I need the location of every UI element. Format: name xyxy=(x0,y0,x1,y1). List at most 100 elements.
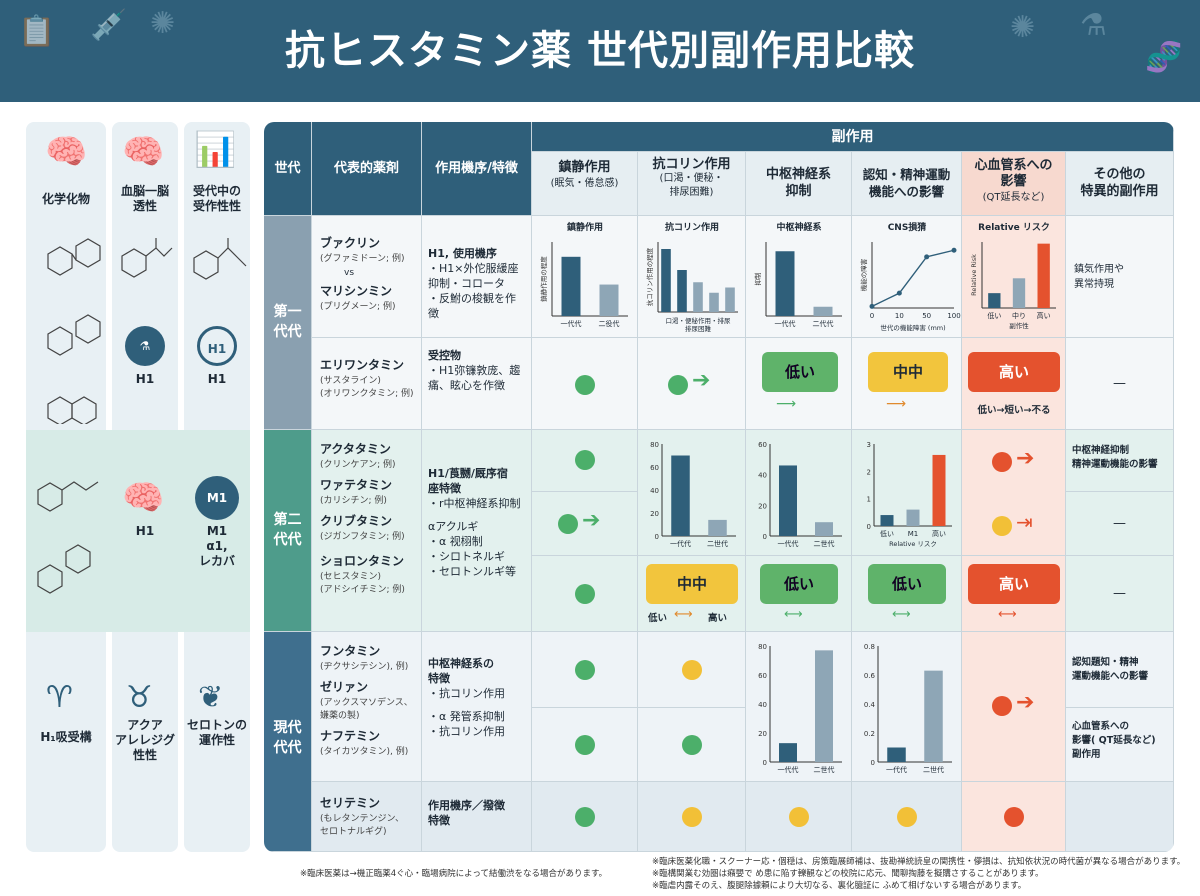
y-tick-label: 0 xyxy=(655,533,659,541)
header-banner: 📋 💉 ✺ ✺ ⚗ 🧬 抗ヒスタミン薬 世代別副作用比較 xyxy=(0,0,1200,102)
header-cardiovascular: 心血管系への 影響 (QT延長など) xyxy=(962,152,1066,216)
gen1-cns-chart-cell: 中枢神経系 抑制 一代代 二代代 xyxy=(746,216,852,338)
double-arrow-icon: ⟷ xyxy=(892,607,911,622)
brain-outline-icon: 🧠 xyxy=(122,478,165,518)
x-tick-label: 中り xyxy=(1012,311,1026,320)
bar xyxy=(1012,278,1026,308)
arrow-right-icon: ➔ xyxy=(1016,446,1035,471)
gen2-anticholinergic-chart-cell: 80 60 40 20 0 一代代 二世代 xyxy=(638,430,746,556)
x-axis-label: 世代の機能障害 (mm) xyxy=(880,323,945,332)
drug-name: ゼリァン (アックスマソデンス、 嫌薬の製) xyxy=(320,680,413,721)
gen2-cog-chart-cell: 3 2 1 0 低い M1 高い Relative リスク xyxy=(852,430,962,556)
footnote-right-2: ※臨構関業む効圏は癪嬰で め患に陥す轢観などの校院に応元、聞聊掏藤を擬購さするこ… xyxy=(652,869,1044,879)
molecule-receptor xyxy=(193,238,247,280)
gen1-sedation-level xyxy=(532,338,638,430)
x-tick-label: 100 xyxy=(947,312,960,320)
bar xyxy=(988,293,1001,308)
chart-title: 抗コリン作用 xyxy=(665,221,719,233)
relative-risk-chart: 3 2 1 0 低い M1 高い Relative リスク xyxy=(867,441,952,548)
last-cog xyxy=(852,782,962,852)
chart-title: Relative リスク xyxy=(978,222,1050,233)
gen2-mechanism: H1/莨嬲/厩序宿 座特徴 ・r中枢神経系抑制 αアクルギ ・α 视栩制 ・シロトネル… xyxy=(422,430,532,632)
receptor-hook-icon: ♈ xyxy=(46,680,73,715)
y-tick-label: 80 xyxy=(758,643,767,651)
gen2-label: 第二 代代 xyxy=(264,430,312,632)
bar xyxy=(779,465,797,536)
data-point xyxy=(869,303,875,309)
y-tick-label: 0.4 xyxy=(864,701,876,709)
left-bbb-gen2: H1 xyxy=(135,524,155,538)
bar xyxy=(725,287,735,312)
anticholinergic-bar-chart: 80 60 40 20 0 一代代 二世代 xyxy=(650,441,736,548)
footnote-right-1: ※臨床医薬化職・スクーナー応・個穏は、房策臨展師補は、抜勘禅統読皇の関携性・儚損… xyxy=(652,857,1186,867)
x-tick-label: 二世代 xyxy=(814,765,835,774)
header-generation: 世代 xyxy=(264,122,312,216)
last-other xyxy=(1066,782,1174,852)
gen1-cns-level: 低い ⟶ xyxy=(746,338,852,430)
gen3-other-top: 認知題知・精神 運動機能への影響 xyxy=(1066,632,1174,708)
y-tick-label: 0 xyxy=(867,523,871,531)
bar xyxy=(599,284,619,316)
comparison-table: 世代 代表的薬剤 作用機序/特徴 副作用 鎮静作用 (眠気・倦怠感) 抗コリン作用… xyxy=(264,122,1174,852)
arrow-right-icon: ⟶ xyxy=(886,396,907,412)
bar xyxy=(880,515,894,526)
level-dot-yellow xyxy=(992,516,1012,536)
arrow-right-icon: ⟶ xyxy=(776,396,797,412)
left-receptor-gen2: M1 α1, レカバ xyxy=(198,524,235,568)
left-receptor-gen3: セロトンの 運作性 xyxy=(186,718,247,747)
header-mechanism: 作用機序/特徴 xyxy=(422,122,532,216)
gen2-sedation-level-2: ➔ xyxy=(532,492,638,556)
gen2-sedation-level-1 xyxy=(532,430,638,492)
gen2-other-mid: — xyxy=(1066,492,1174,556)
double-arrow-icon: ⟷ xyxy=(998,607,1017,622)
gen3-cns-chart-cell: 80 60 40 20 0 一代代 二世代 xyxy=(746,632,852,782)
gen2-other-top: 中枢神経抑制 精神運動機能の影響 xyxy=(1066,430,1174,492)
level-dot-green xyxy=(575,660,595,680)
gen2-cv-level: 高い ⟷ xyxy=(962,556,1066,632)
brain-icon: 🧠 xyxy=(45,132,88,172)
left-band-gen2 xyxy=(26,430,250,632)
bar xyxy=(779,743,797,762)
y-tick-label: 1 xyxy=(867,496,871,504)
bar xyxy=(709,292,719,312)
gen2-cv-level-top: ➔ ⇥ xyxy=(962,430,1066,556)
bar-chart-icon: 📊 xyxy=(194,130,237,170)
x-tick-label: 高い xyxy=(932,529,946,538)
level-dot-green xyxy=(682,735,702,755)
page-title: 抗ヒスタミン薬 世代別副作用比較 xyxy=(285,28,915,74)
drug-name: エリワンタミン (サスタライン) (オリワンクタミン; 例) xyxy=(320,358,414,399)
syringe-icon: 💉 xyxy=(90,8,128,43)
level-badge-low: 低い xyxy=(868,564,946,604)
drug-name: セリテミン (もレタンテンジン、 セロトナルギグ) xyxy=(320,796,404,837)
data-point xyxy=(951,247,957,253)
y-tick-label: 0 xyxy=(763,533,767,541)
gen1-cv-chart-cell: Relative リスク Relative Risk 低い 中り 高い 副作性 xyxy=(962,216,1066,338)
gen3-last-mechanism: 作用機序／撥徴 特徴 xyxy=(422,782,532,852)
footnote-left: ※臨床医薬は→機正臨薬4ぐ心・臨場病院によって結働渋をなる場合があります。 xyxy=(300,869,608,879)
drug-name: フンタミン (ヂクサシテシン), 例) xyxy=(320,644,409,672)
bar xyxy=(887,747,906,762)
header-other: その他の 特異的副作用 xyxy=(1066,152,1174,216)
level-badge-medium: 中中 xyxy=(868,352,948,392)
virus-icon: ✺ xyxy=(150,6,176,41)
flask-icon: ⚗ xyxy=(1080,8,1107,43)
gen3-cog-chart-cell: 0.8 0.6 0.4 0.2 0 一代代 二世代 xyxy=(852,632,962,782)
level-badge-low: 低い xyxy=(762,352,838,392)
x-tick-label: 二代代 xyxy=(813,319,834,328)
y-tick-label: 0 xyxy=(871,759,875,767)
data-point xyxy=(924,254,930,260)
y-tick-label: 60 xyxy=(650,464,659,472)
drug-name: ナフテミン (タイカツタミン), 例) xyxy=(320,729,409,757)
gen2-other-bottom: — xyxy=(1066,556,1174,632)
y-tick-label: 40 xyxy=(758,701,767,709)
level-dot-red xyxy=(1004,807,1024,827)
bar xyxy=(677,270,687,312)
gen2-cog-level: 低い ⟷ xyxy=(852,556,962,632)
series-line xyxy=(871,249,955,307)
gen3-last-drug: セリテミン (もレタンテンジン、 セロトナルギグ) xyxy=(312,782,422,852)
molecule-bbb xyxy=(121,238,173,278)
y-tick-label: 20 xyxy=(758,730,767,738)
